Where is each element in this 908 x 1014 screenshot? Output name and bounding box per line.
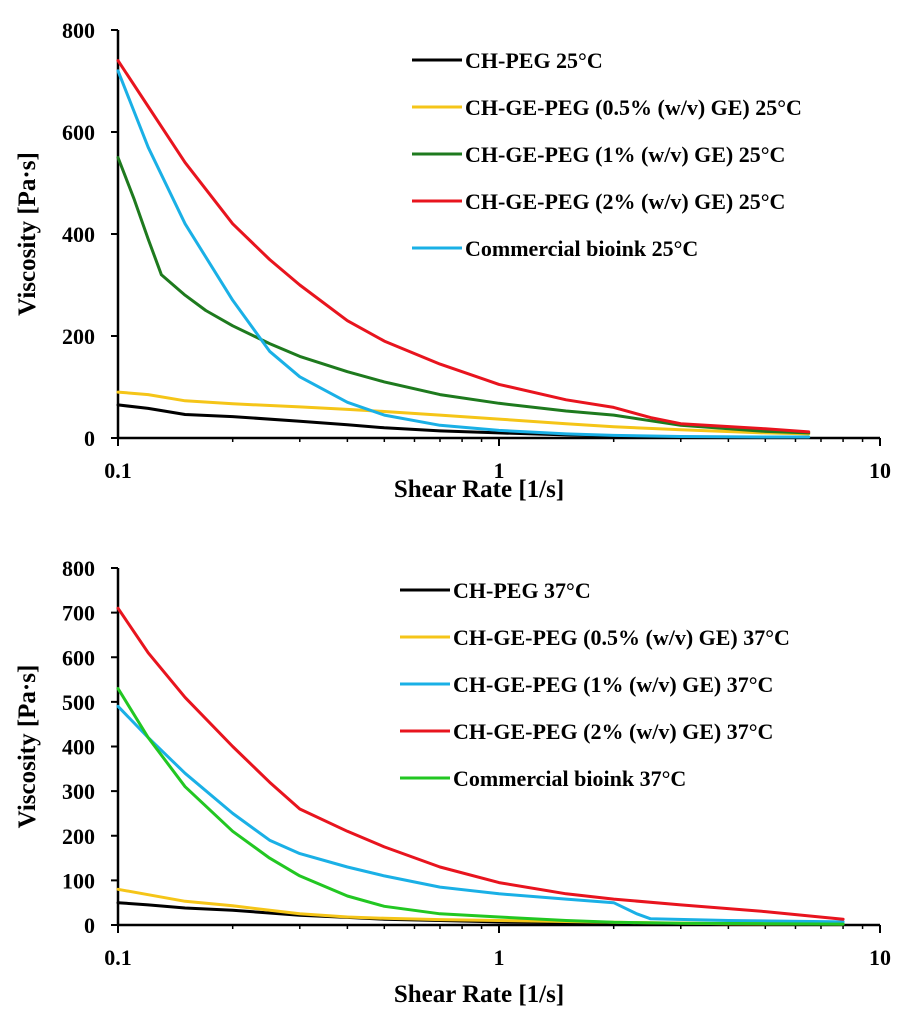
y-tick-label: 200 [62, 324, 95, 349]
y-tick-label: 400 [62, 735, 95, 760]
y-tick-label: 300 [62, 779, 95, 804]
x-tick-label: 10 [869, 458, 891, 483]
y-tick-label: 800 [62, 18, 95, 43]
legend-label: CH-PEG 25°C [465, 48, 603, 73]
x-tick-label: 1 [494, 458, 505, 483]
legend-label: CH-GE-PEG (0.5% (w/v) GE) 25°C [465, 95, 802, 120]
series-line-1 [116, 390, 811, 436]
legend-label: Commercial bioink 25°C [465, 236, 698, 261]
y-tick-label: 0 [84, 913, 95, 938]
y-tick-label: 0 [84, 426, 95, 451]
legend-label: CH-GE-PEG (1% (w/v) GE) 25°C [465, 142, 785, 167]
series-line-2 [116, 704, 845, 924]
y-tick-label: 200 [62, 824, 95, 849]
legend-label: CH-GE-PEG (2% (w/v) GE) 25°C [465, 189, 785, 214]
legend-label: CH-GE-PEG (0.5% (w/v) GE) 37°C [453, 625, 790, 650]
legend-label: Commercial bioink 37°C [453, 766, 686, 791]
series-line-2 [116, 156, 811, 435]
series-line-3 [116, 59, 811, 434]
x-tick-label: 1 [494, 945, 505, 970]
y-tick-label: 800 [62, 556, 95, 581]
x-tick-label: 0.1 [104, 458, 132, 483]
series-line-3 [116, 606, 845, 921]
series-line-0 [116, 403, 811, 439]
series-line-4 [116, 687, 845, 926]
legend-label: CH-GE-PEG (2% (w/v) GE) 37°C [453, 719, 773, 744]
x-tick-label: 0.1 [104, 945, 132, 970]
series-line-1 [116, 887, 845, 926]
x-axis-title: Shear Rate [1/s] [394, 476, 564, 503]
series-line-4 [116, 69, 811, 439]
y-axis-title: Viscosity [Pa·s] [14, 665, 41, 829]
y-tick-label: 100 [62, 868, 95, 893]
y-tick-label: 600 [62, 120, 95, 145]
legend-label: CH-GE-PEG (1% (w/v) GE) 37°C [453, 672, 773, 697]
x-tick-label: 10 [869, 945, 891, 970]
y-tick-label: 600 [62, 645, 95, 670]
x-axis-title: Shear Rate [1/s] [394, 981, 564, 1008]
y-tick-label: 700 [62, 601, 95, 626]
y-tick-label: 500 [62, 690, 95, 715]
y-axis-title: Viscosity [Pa·s] [14, 152, 41, 316]
legend-label: CH-PEG 37°C [453, 578, 591, 603]
y-tick-label: 400 [62, 222, 95, 247]
